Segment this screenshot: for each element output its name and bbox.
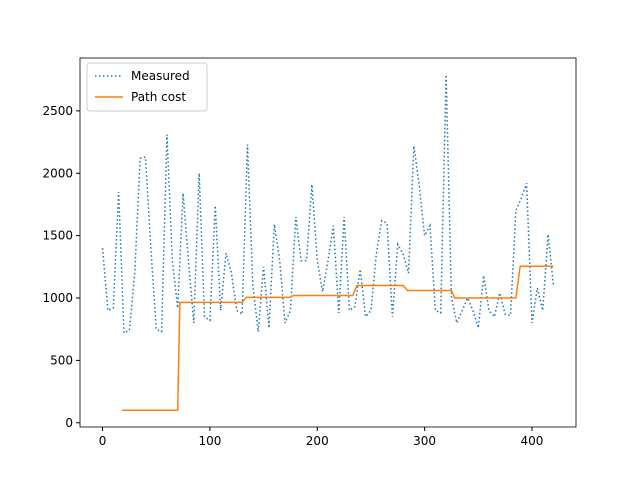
legend-label: Measured — [131, 69, 190, 83]
y-tick-label: 1500 — [42, 229, 73, 243]
x-tick-label: 100 — [198, 434, 221, 448]
legend-box — [86, 62, 208, 112]
x-tick-label: 0 — [99, 434, 107, 448]
legend-label: Path cost — [131, 90, 186, 104]
y-tick-label: 0 — [65, 416, 73, 430]
y-tick-label: 500 — [50, 353, 73, 367]
series-line — [121, 265, 554, 412]
y-tick-label: 2000 — [42, 166, 73, 180]
y-tick-label: 1000 — [42, 291, 73, 305]
x-tick-label: 400 — [521, 434, 544, 448]
y-tick-label: 2500 — [42, 104, 73, 118]
plot-frame — [79, 57, 577, 428]
x-tick-label: 300 — [413, 434, 436, 448]
x-tick-label: 200 — [306, 434, 329, 448]
